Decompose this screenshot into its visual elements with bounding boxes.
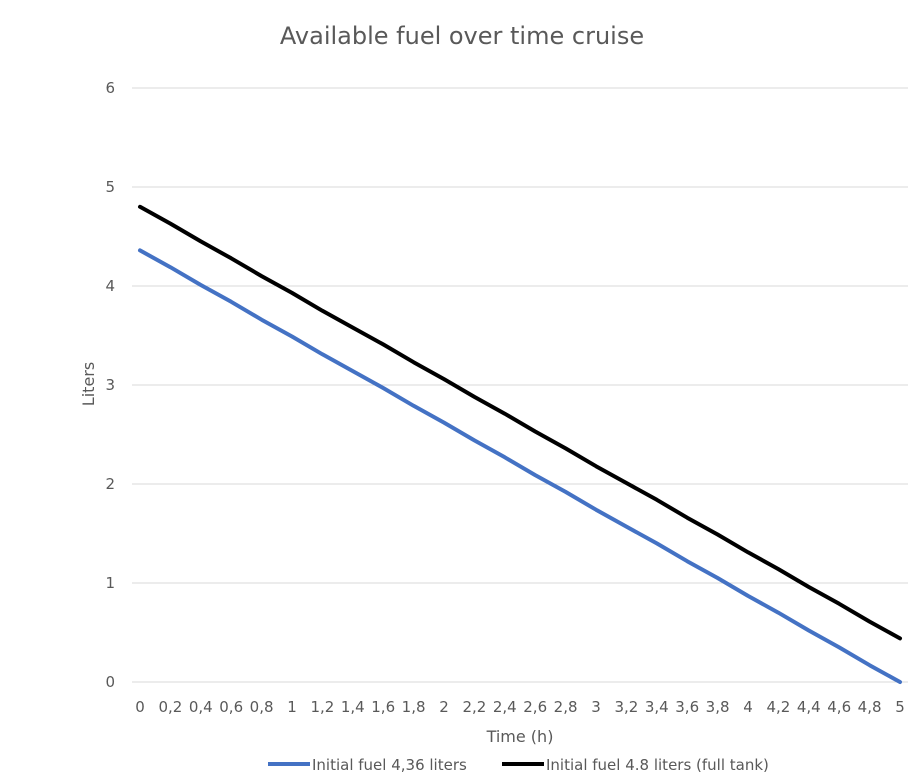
y-tick-label: 4	[105, 277, 115, 295]
series-line-1	[138, 248, 902, 684]
x-tick-label: 0,6	[219, 698, 243, 716]
y-tick-label: 2	[105, 475, 115, 493]
gridlines	[132, 87, 908, 683]
x-axis-label: Time (h)	[486, 727, 554, 746]
series-lines	[138, 204, 902, 684]
x-tick-label: 3,6	[675, 698, 699, 716]
y-axis-label: Liters	[79, 362, 98, 406]
legend-label-2: Initial fuel 4.8 liters (full tank)	[546, 756, 769, 774]
x-tick-label: 2,4	[493, 698, 517, 716]
x-tick-label: 2,8	[554, 698, 578, 716]
x-tick-label: 3,8	[706, 698, 730, 716]
x-tick-label: 1,4	[341, 698, 365, 716]
x-tick-label: 2,2	[462, 698, 486, 716]
series-line-2	[138, 204, 902, 641]
y-tick-label: 3	[105, 376, 115, 394]
x-tick-label: 3,4	[645, 698, 669, 716]
x-tick-label: 1,8	[402, 698, 426, 716]
x-tick-label: 4,4	[797, 698, 821, 716]
x-tick-label: 2	[439, 698, 449, 716]
y-tick-label: 6	[105, 79, 115, 97]
y-axis-ticks: 0 1 2 3 4 5 6	[105, 79, 115, 691]
chart-title: Available fuel over time cruise	[280, 22, 644, 50]
x-tick-label: 0,4	[189, 698, 213, 716]
legend: Initial fuel 4,36 liters Initial fuel 4.8…	[268, 756, 769, 774]
x-tick-label: 0,8	[250, 698, 274, 716]
x-tick-label: 1,2	[310, 698, 334, 716]
y-tick-label: 5	[105, 178, 115, 196]
x-tick-label: 4,6	[827, 698, 851, 716]
y-tick-label: 1	[105, 574, 115, 592]
x-tick-label: 4	[743, 698, 753, 716]
y-tick-label: 0	[105, 673, 115, 691]
x-tick-label: 1	[287, 698, 297, 716]
x-tick-label: 0	[135, 698, 145, 716]
x-tick-label: 0,2	[158, 698, 182, 716]
x-tick-label: 4,8	[858, 698, 882, 716]
x-tick-label: 1,6	[371, 698, 395, 716]
x-tick-label: 3	[591, 698, 601, 716]
x-tick-label: 3,2	[614, 698, 638, 716]
legend-label-1: Initial fuel 4,36 liters	[312, 756, 467, 774]
x-axis-ticks: 0 0,2 0,4 0,6 0,8 1 1,2 1,4 1,6 1,8 2 2,2 2,4 2,6 2,8 3…	[135, 698, 905, 716]
x-tick-label: 5	[895, 698, 905, 716]
x-tick-label: 2,6	[523, 698, 547, 716]
x-tick-label: 4,2	[766, 698, 790, 716]
